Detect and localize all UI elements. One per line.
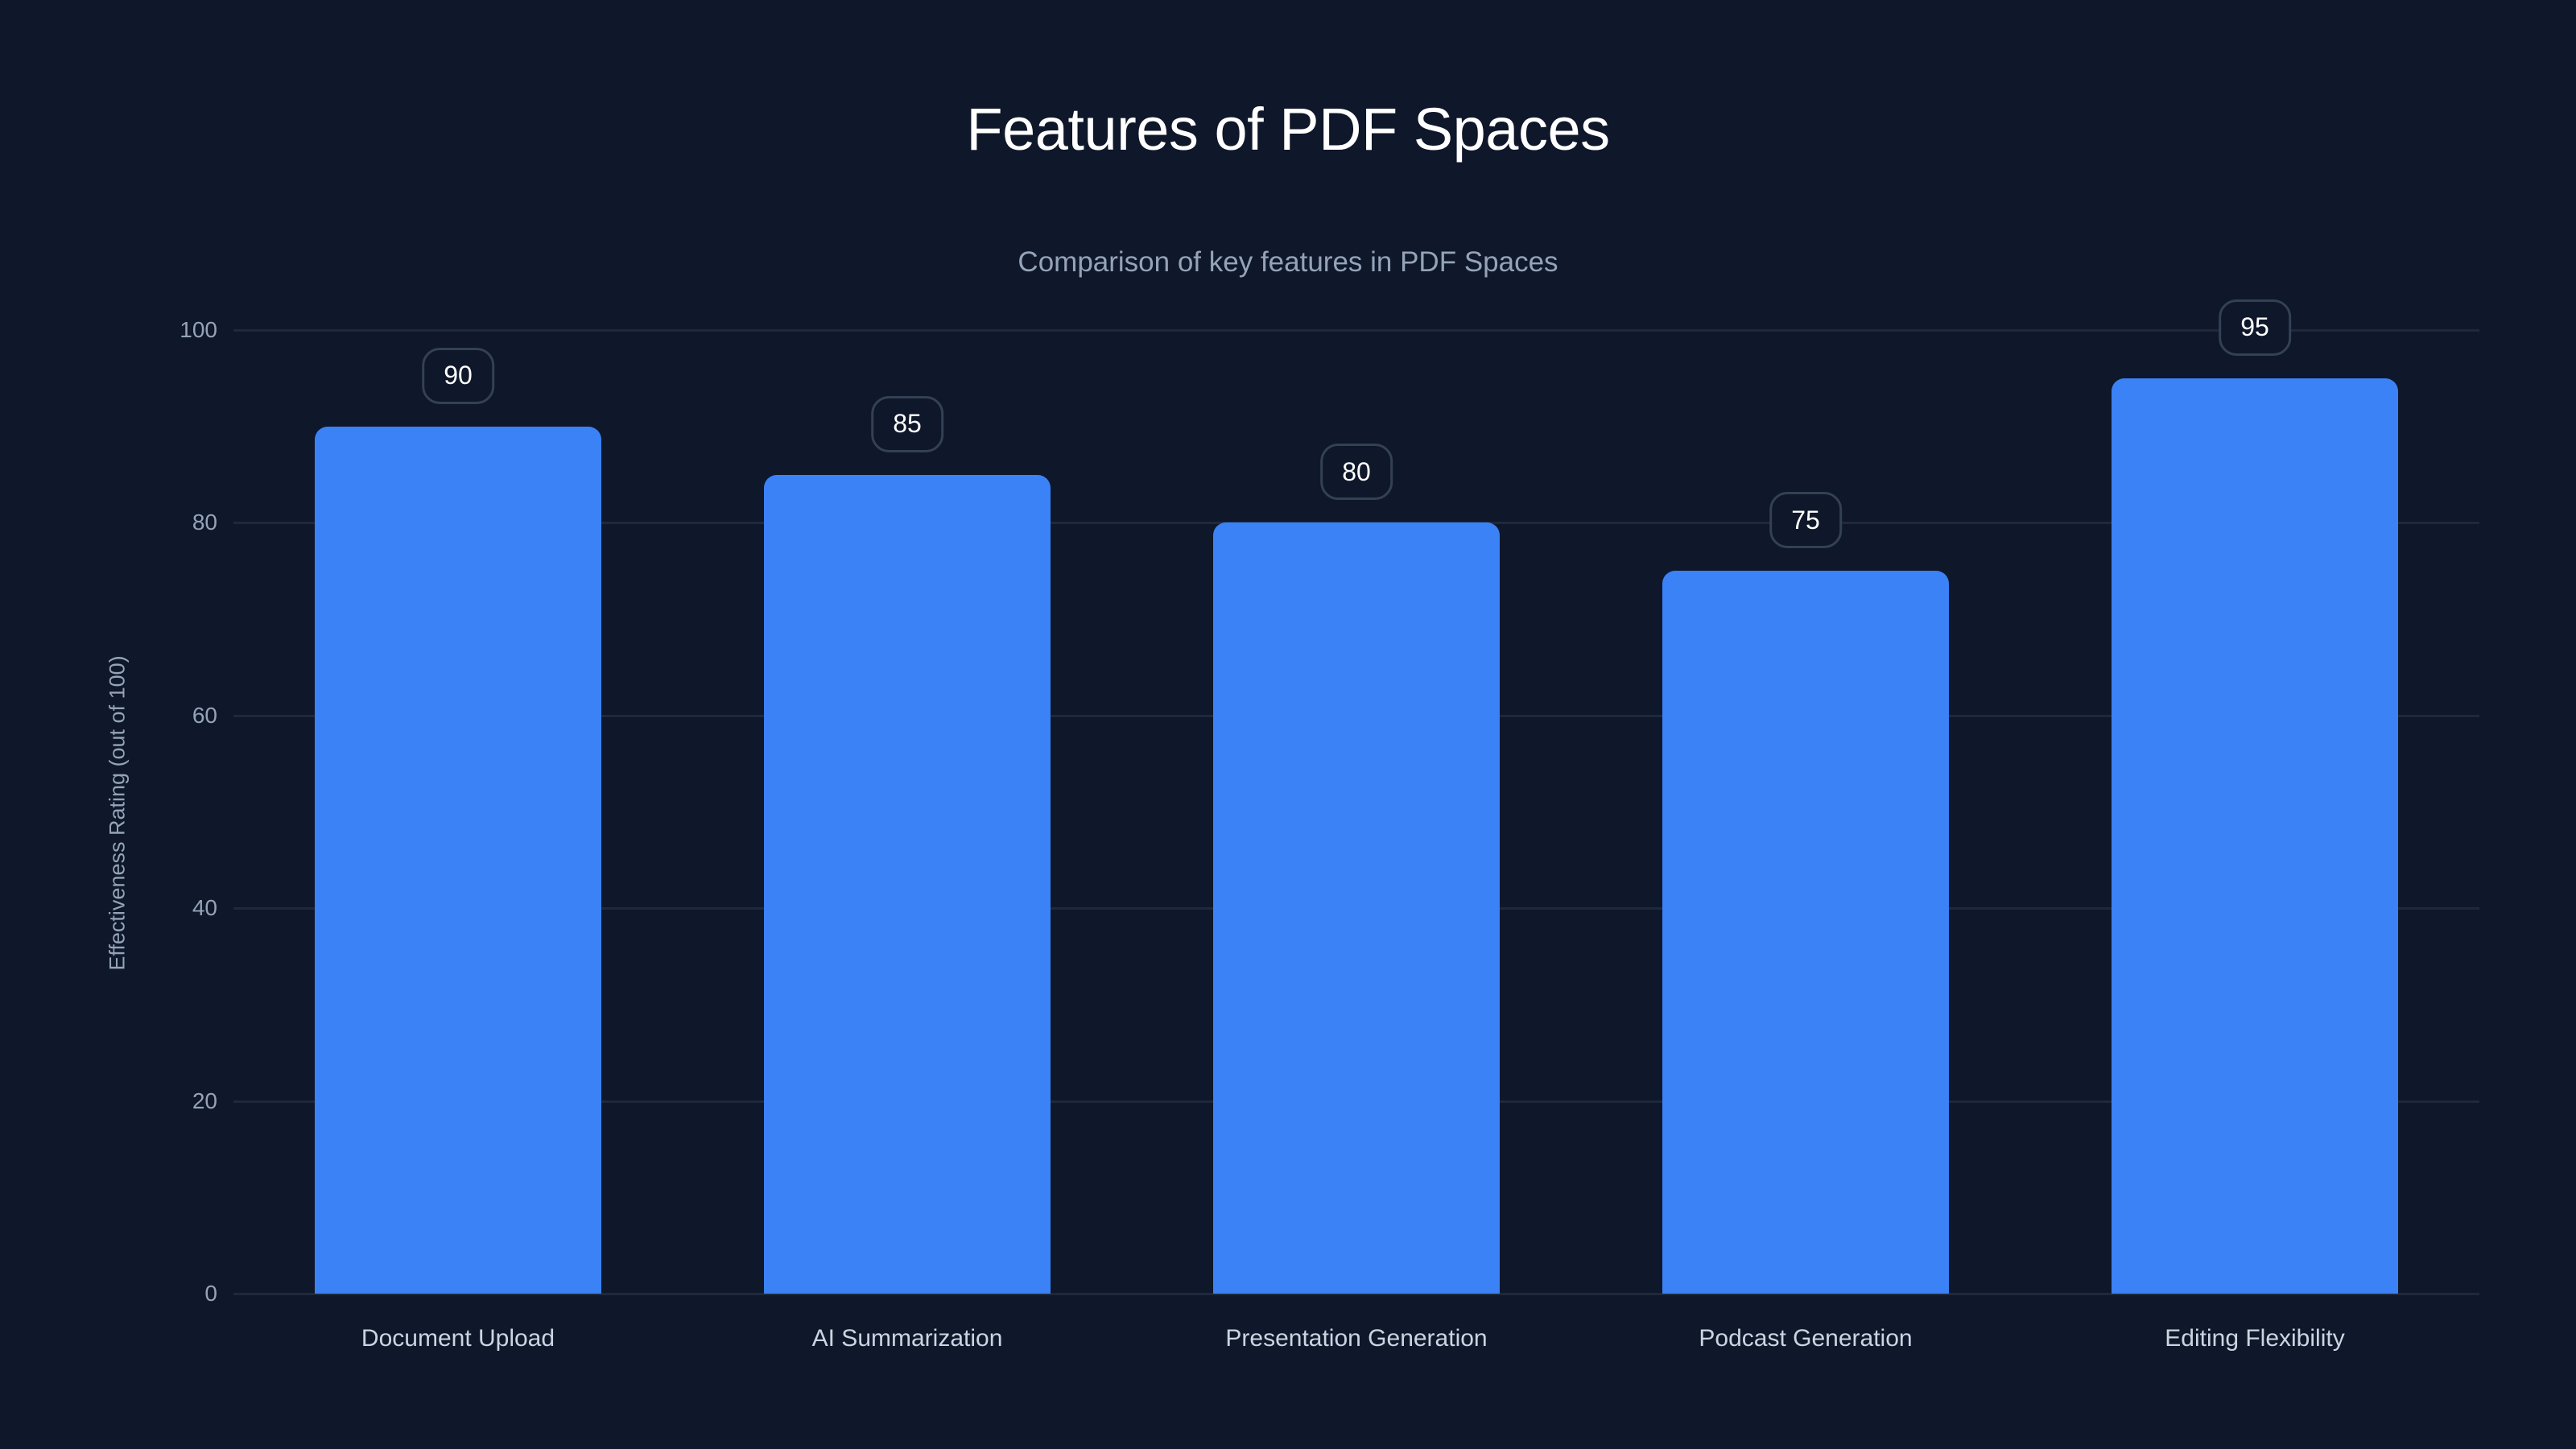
chart-subtitle: Comparison of key features in PDF Spaces: [1018, 246, 1558, 278]
x-tick-label: Podcast Generation: [1699, 1325, 1913, 1352]
bar[interactable]: [1662, 571, 1949, 1294]
x-tick-label: Presentation Generation: [1225, 1325, 1488, 1352]
bar[interactable]: [315, 426, 601, 1294]
y-tick-60: 60: [192, 703, 217, 728]
x-axis-baseline: [233, 1293, 2479, 1295]
value-label: 85: [871, 395, 943, 452]
bar-group: 80 Presentation Generation: [1132, 330, 1581, 1352]
value-label: 90: [422, 347, 494, 404]
gridline-100: [233, 329, 2479, 332]
value-label: 80: [1320, 444, 1393, 501]
bar[interactable]: [764, 474, 1051, 1294]
chart-title: Features of PDF Spaces: [966, 96, 1610, 163]
bar-group: 75 Podcast Generation: [1581, 330, 2030, 1352]
bar-group: 95 Editing Flexibility: [2030, 299, 2479, 1352]
bar-group: 90 Document Upload: [233, 330, 683, 1352]
x-tick-label: Document Upload: [361, 1325, 555, 1352]
value-label: 95: [2219, 299, 2291, 356]
y-tick-0: 0: [204, 1281, 217, 1306]
bar[interactable]: [1213, 522, 1500, 1294]
y-tick-100: 100: [180, 317, 217, 342]
y-tick-80: 80: [192, 510, 217, 535]
value-label: 75: [1769, 492, 1842, 549]
bar[interactable]: [2112, 378, 2398, 1294]
plot-area: 100 80 60 40 20 0 90 Document Upload 85 …: [180, 299, 2479, 1352]
bar-group: 85 AI Summarization: [683, 330, 1132, 1352]
x-tick-label: AI Summarization: [811, 1325, 1003, 1352]
y-tick-40: 40: [192, 895, 217, 920]
x-tick-label: Editing Flexibility: [2165, 1325, 2345, 1352]
y-tick-20: 20: [192, 1088, 217, 1113]
